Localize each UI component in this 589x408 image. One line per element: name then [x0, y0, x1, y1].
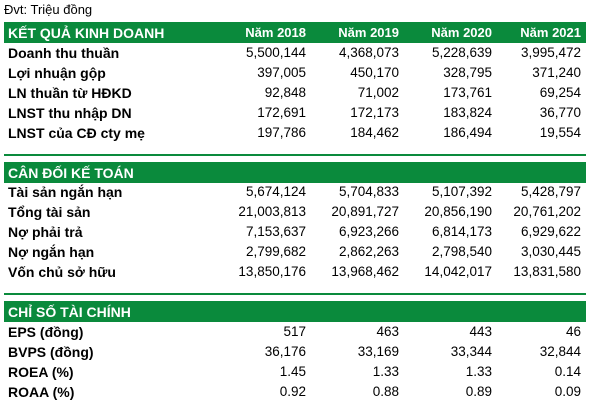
cell-value: 5,674,124 [245, 184, 306, 199]
cell-value: 92,848 [264, 85, 306, 100]
table-row: LNST của CĐ cty mẹ 197,786 184,462 186,4… [4, 123, 586, 142]
section-header-balance-sheet: CÂN ĐỐI KẾ TOÁN [4, 162, 586, 183]
cell-value: 183,824 [443, 105, 492, 120]
cell-value: 46 [565, 324, 581, 339]
year-header-2019: Năm 2019 [338, 25, 399, 40]
row-label: ROAA (%) [8, 383, 75, 400]
unit-note: Đvt: Triệu đồng [4, 2, 93, 17]
cell-value: 517 [283, 324, 306, 339]
cell-value: 14,042,017 [424, 264, 492, 279]
cell-value: 172,173 [350, 105, 399, 120]
cell-value: 5,704,833 [338, 184, 399, 199]
cell-value: 20,856,190 [424, 204, 492, 219]
cell-value: 3,995,472 [520, 45, 581, 60]
cell-value: 21,003,813 [238, 204, 306, 219]
cell-value: 3,030,445 [520, 244, 581, 259]
cell-value: 463 [376, 324, 399, 339]
row-label: LN thuần từ HĐKD [8, 84, 132, 101]
row-label: BVPS (đồng) [8, 343, 94, 360]
cell-value: 5,428,797 [520, 184, 581, 199]
cell-value: 0.09 [554, 384, 581, 399]
table-row: ROEA (%) 1.45 1.33 1.33 0.14 [4, 362, 586, 381]
row-label: EPS (đồng) [8, 323, 84, 340]
cell-value: 328,795 [443, 65, 492, 80]
row-label: Lợi nhuận gộp [8, 64, 106, 81]
cell-value: 33,169 [357, 344, 399, 359]
year-header-2018: Năm 2018 [245, 25, 306, 40]
cell-value: 0.14 [554, 364, 581, 379]
table-row: LN thuần từ HĐKD 92,848 71,002 173,761 6… [4, 83, 586, 102]
row-label: ROEA (%) [8, 363, 74, 380]
cell-value: 13,850,176 [238, 264, 306, 279]
table-row: ROAA (%) 0.92 0.88 0.89 0.09 [4, 382, 586, 401]
cell-value: 4,368,073 [338, 45, 399, 60]
table-row: Lợi nhuận gộp 397,005 450,170 328,795 37… [4, 63, 586, 82]
cell-value: 71,002 [357, 85, 399, 100]
row-label: Doanh thu thuần [8, 44, 120, 61]
cell-value: 397,005 [257, 65, 306, 80]
cell-value: 1.45 [279, 364, 306, 379]
cell-value: 32,844 [539, 344, 581, 359]
row-label: LNST thu nhập DN [8, 104, 132, 121]
section-header-business-results: KẾT QUẢ KINH DOANH Năm 2018 Năm 2019 Năm… [4, 22, 586, 43]
cell-value: 6,923,266 [338, 224, 399, 239]
cell-value: 184,462 [350, 125, 399, 140]
row-label: Tổng tài sản [8, 203, 91, 220]
cell-value: 13,831,580 [513, 264, 581, 279]
table-row: Vốn chủ sở hữu 13,850,176 13,968,462 14,… [4, 262, 586, 281]
row-label: Nợ ngắn hạn [8, 243, 95, 260]
section-header-financial-ratios: CHỈ SỐ TÀI CHÍNH [4, 301, 586, 322]
cell-value: 5,500,144 [245, 45, 306, 60]
cell-value: 197,786 [257, 125, 306, 140]
section-title: CHỈ SỐ TÀI CHÍNH [8, 303, 131, 320]
table-row: Doanh thu thuần 5,500,144 4,368,073 5,22… [4, 43, 586, 62]
cell-value: 1.33 [372, 364, 399, 379]
cell-value: 36,770 [539, 105, 581, 120]
section-title: CÂN ĐỐI KẾ TOÁN [8, 164, 134, 181]
table-row: Tài sản ngắn hạn 5,674,124 5,704,833 5,1… [4, 182, 586, 201]
cell-value: 0.88 [372, 384, 399, 399]
cell-value: 69,254 [539, 85, 581, 100]
cell-value: 371,240 [532, 65, 581, 80]
table-row: Tổng tài sản 21,003,813 20,891,727 20,85… [4, 202, 586, 221]
table-row: Nợ ngắn hạn 2,799,682 2,862,263 2,798,54… [4, 242, 586, 261]
cell-value: 186,494 [443, 125, 492, 140]
cell-value: 450,170 [350, 65, 399, 80]
table-row: LNST thu nhập DN 172,691 172,173 183,824… [4, 103, 586, 122]
year-header-2020: Năm 2020 [431, 25, 492, 40]
table-row: Nợ phải trả 7,153,637 6,923,266 6,814,17… [4, 222, 586, 241]
cell-value: 20,761,202 [513, 204, 581, 219]
row-label: LNST của CĐ cty mẹ [8, 124, 145, 141]
cell-value: 6,929,622 [520, 224, 581, 239]
cell-value: 19,554 [539, 125, 581, 140]
cell-value: 0.92 [279, 384, 306, 399]
cell-value: 20,891,727 [331, 204, 399, 219]
cell-value: 13,968,462 [331, 264, 399, 279]
cell-value: 2,862,263 [338, 244, 399, 259]
row-label: Tài sản ngắn hạn [8, 183, 123, 200]
cell-value: 0.89 [465, 384, 492, 399]
cell-value: 2,799,682 [245, 244, 306, 259]
section-divider [4, 154, 586, 156]
row-label: Vốn chủ sở hữu [8, 263, 116, 280]
cell-value: 173,761 [443, 85, 492, 100]
cell-value: 443 [469, 324, 492, 339]
cell-value: 1.33 [465, 364, 492, 379]
table-row: BVPS (đồng) 36,176 33,169 33,344 32,844 [4, 342, 586, 361]
section-divider [4, 293, 586, 295]
cell-value: 5,228,639 [431, 45, 492, 60]
cell-value: 33,344 [450, 344, 492, 359]
cell-value: 6,814,173 [431, 224, 492, 239]
cell-value: 7,153,637 [245, 224, 306, 239]
cell-value: 5,107,392 [431, 184, 492, 199]
cell-value: 36,176 [264, 344, 306, 359]
section-title: KẾT QUẢ KINH DOANH [8, 24, 165, 41]
cell-value: 2,798,540 [431, 244, 492, 259]
table-row: EPS (đồng) 517 463 443 46 [4, 322, 586, 341]
row-label: Nợ phải trả [8, 223, 83, 240]
year-header-2021: Năm 2021 [520, 25, 581, 40]
cell-value: 172,691 [257, 105, 306, 120]
